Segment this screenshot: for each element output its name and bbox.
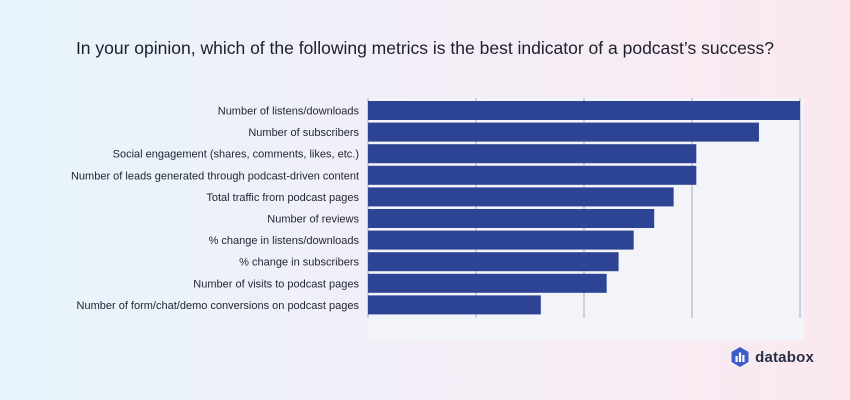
category-label: % change in subscribers xyxy=(239,257,359,269)
category-label: Number of reviews xyxy=(267,214,359,226)
bar xyxy=(368,209,655,228)
bars xyxy=(368,101,800,315)
bar xyxy=(368,122,759,142)
bar xyxy=(368,230,634,250)
category-label: Social engagement (shares, comments, lik… xyxy=(113,149,359,161)
category-label: Number of form/chat/demo conversions on … xyxy=(77,300,360,312)
bar xyxy=(368,144,697,164)
category-label: Total traffic from podcast pages xyxy=(206,192,359,204)
bar xyxy=(368,273,607,293)
bar xyxy=(368,295,541,315)
bar-chart-logo-icon xyxy=(731,347,749,367)
bar xyxy=(368,252,619,272)
bar xyxy=(368,165,697,185)
category-label: Number of listens/downloads xyxy=(218,106,360,118)
category-label: Number of leads generated through podcas… xyxy=(71,170,359,182)
bar xyxy=(368,187,674,207)
category-labels: Number of listens/downloads Number of sub… xyxy=(71,106,360,312)
category-label: Number of subscribers xyxy=(248,127,359,139)
chart-title: In your opinion, which of the following … xyxy=(75,38,775,58)
databox-logo: databox xyxy=(731,347,814,367)
category-label: Number of visits to podcast pages xyxy=(193,278,359,290)
bar xyxy=(368,101,800,120)
brand-name: databox xyxy=(755,348,814,366)
category-label: % change in listens/downloads xyxy=(209,235,360,247)
